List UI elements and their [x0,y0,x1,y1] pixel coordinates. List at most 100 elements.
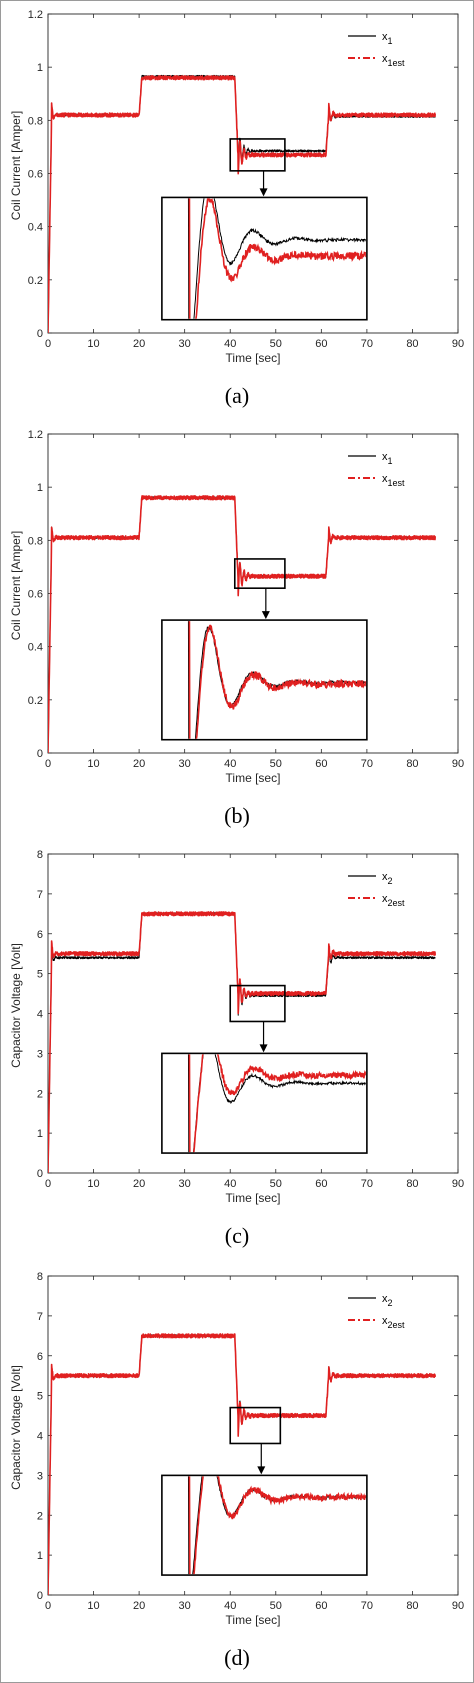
series-line-estimated [48,75,436,333]
x-tick-label: 60 [315,1178,327,1190]
zoom-box [229,984,286,1023]
zoom-arrow-head [261,611,270,620]
y-tick-label: 1 [37,1550,43,1562]
x-tick-label: 70 [361,1178,373,1190]
x-tick-label: 50 [270,338,282,350]
x-tick-label: 10 [87,1600,99,1612]
y-tick-label: 7 [37,889,43,901]
y-tick-label: 1 [37,482,43,494]
x-tick-label: 30 [179,1600,191,1612]
x-tick-label: 50 [270,1178,282,1190]
x-tick-label: 0 [45,1600,51,1612]
chart-panel-3: 0 10 20 30 40 50 60 70 80 90 0 1 2 3 4 5 6 7 8 Time [sec] Ca… [9,1271,464,1670]
zoom-arrow-head [259,188,268,197]
y-axis-label: Coil Current [Amper] [9,111,23,220]
inset-line-estimated [188,1054,366,1153]
y-tick-label: 1 [37,1128,43,1140]
panel-caption: (b) [224,803,250,828]
y-tick-label: 0.2 [28,695,43,707]
y-axis-label: Capacitor Voltage [Volt] [9,943,23,1068]
zoom-box [233,558,286,589]
x-tick-label: 90 [452,1600,464,1612]
y-tick-label: 2 [37,1510,43,1522]
x-tick-label: 60 [315,1600,327,1612]
zoom-inset [161,1052,368,1154]
chart-panel-0: 0 10 20 30 40 50 60 70 80 90 0 0.2 0.4 0.6 0.8 1 1.2 Time… [9,9,464,408]
x-tick-label: 20 [133,1178,145,1190]
x-tick-label: 0 [45,1178,51,1190]
y-axis-label: Capacitor Voltage [Volt] [9,1365,23,1490]
x-tick-label: 40 [224,758,236,770]
x-axis-label: Time [sec] [226,351,281,365]
legend-entry: x1 [382,451,393,466]
x-axis-label: Time [sec] [226,1613,281,1627]
x-tick-label: 90 [452,338,464,350]
x-tick-label: 80 [406,1178,418,1190]
y-tick-label: 0.4 [28,642,43,654]
x-tick-label: 70 [361,1600,373,1612]
legend-entry: x1est [382,53,405,68]
x-tick-label: 80 [406,338,418,350]
legend-entry: x2est [382,893,405,908]
series-line-estimated [48,1333,436,1595]
y-tick-label: 5 [37,1391,43,1403]
x-tick-label: 60 [315,338,327,350]
inset-line-measured [187,198,366,319]
y-tick-label: 6 [37,929,43,941]
x-tick-label: 0 [45,338,51,350]
x-tick-label: 10 [87,758,99,770]
x-tick-label: 40 [224,1600,236,1612]
y-tick-label: 0 [37,1168,43,1180]
x-tick-label: 0 [45,758,51,770]
panel-caption: (a) [225,383,249,408]
legend-entry: x1 [382,31,393,46]
y-tick-label: 0.6 [28,589,43,601]
inset-line-estimated [188,621,366,739]
inset-line-estimated [188,1476,366,1575]
inset-line-estimated [188,198,366,319]
y-tick-label: 1.2 [28,429,43,441]
y-tick-label: 0.8 [28,115,43,127]
legend-entry: x2 [382,1293,393,1308]
x-tick-label: 10 [87,338,99,350]
y-tick-label: 2 [37,1088,43,1100]
x-axis-label: Time [sec] [226,771,281,785]
y-tick-label: 1 [37,62,43,74]
x-tick-label: 50 [270,1600,282,1612]
zoom-box [229,138,286,172]
x-tick-label: 30 [179,1178,191,1190]
legend-entry: x1est [382,473,405,488]
y-tick-label: 4 [37,1431,43,1443]
x-tick-label: 40 [224,1178,236,1190]
y-axis-label: Coil Current [Amper] [9,531,23,640]
y-tick-label: 4 [37,1009,43,1021]
y-tick-label: 0 [37,1590,43,1602]
chart-panel-1: 0 10 20 30 40 50 60 70 80 90 0 0.2 0.4 0.6 0.8 1 1.2 Time… [9,429,464,828]
x-tick-label: 80 [406,1600,418,1612]
y-tick-label: 0 [37,328,43,340]
chart-panel-2: 0 10 20 30 40 50 60 70 80 90 0 1 2 3 4 5 6 7 8 Time [sec] Ca… [9,849,464,1248]
y-tick-label: 0.2 [28,275,43,287]
x-tick-label: 90 [452,1178,464,1190]
y-tick-label: 0.8 [28,535,43,547]
x-tick-label: 50 [270,758,282,770]
y-tick-label: 8 [37,849,43,861]
y-tick-label: 0.6 [28,169,43,181]
y-tick-label: 0.4 [28,222,43,234]
x-tick-label: 20 [133,1600,145,1612]
y-tick-label: 1.2 [28,9,43,21]
series-line-estimated [48,495,436,753]
x-tick-label: 40 [224,338,236,350]
series-line-estimated [48,911,436,1173]
y-tick-label: 0 [37,748,43,760]
x-tick-label: 30 [179,758,191,770]
y-tick-label: 3 [37,1470,43,1482]
legend-entry: x2est [382,1315,405,1330]
x-tick-label: 70 [361,758,373,770]
x-tick-label: 90 [452,758,464,770]
x-tick-label: 30 [179,338,191,350]
y-tick-label: 7 [37,1311,43,1323]
x-tick-label: 80 [406,758,418,770]
x-tick-label: 10 [87,1178,99,1190]
